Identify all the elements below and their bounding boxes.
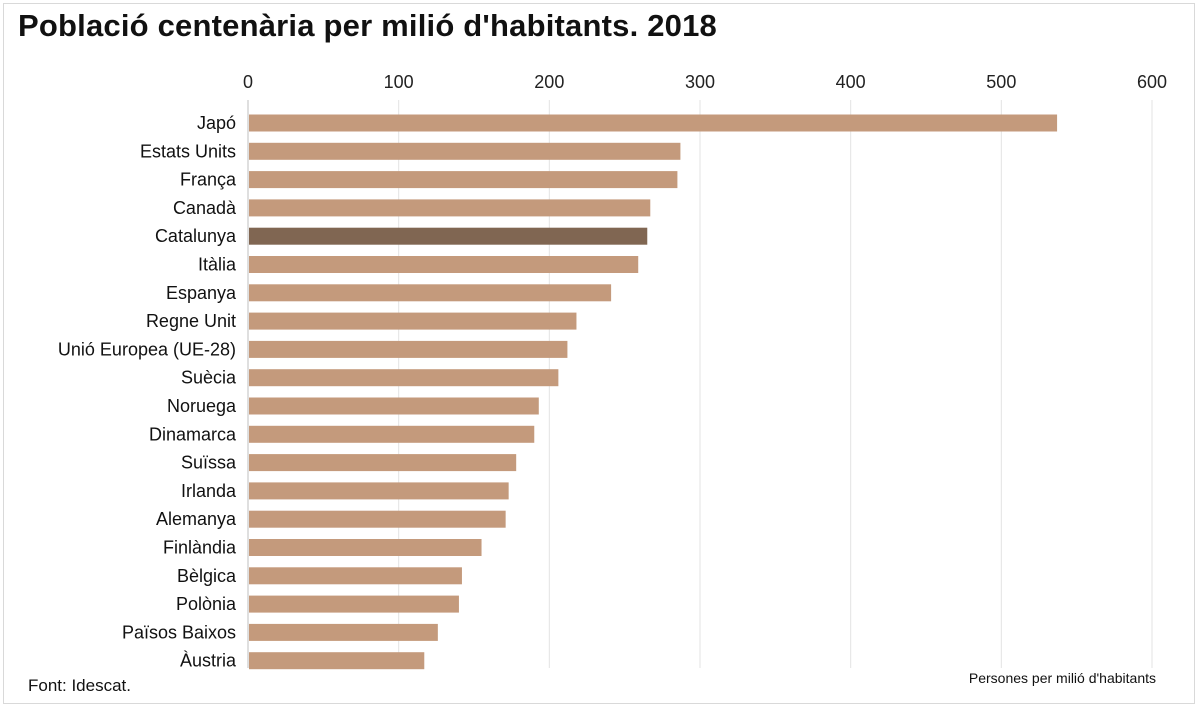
category-label: Canadà [173,198,237,218]
category-label: Estats Units [140,141,236,161]
x-tick-label: 200 [534,72,564,92]
category-label: Països Baixos [122,622,236,642]
bar-8 [249,340,568,358]
source-note: Font: Idescat. [28,676,131,695]
chart-title: Població centenària per milió d'habitant… [18,8,717,43]
category-label: Bèlgica [177,566,237,586]
bar-6 [249,284,612,302]
category-label: Suècia [181,368,237,388]
x-tick-label: 0 [243,72,253,92]
bar-10 [249,397,539,415]
bar-11 [249,425,535,443]
bar-14 [249,510,506,528]
category-label: Unió Europea (UE-28) [58,339,236,359]
category-label: Japó [197,113,236,133]
x-tick-label: 100 [384,72,414,92]
x-tick-label: 500 [986,72,1016,92]
bar-1 [249,142,681,160]
category-label: Itàlia [198,255,237,275]
bar-9 [249,369,559,387]
bar-19 [249,652,425,670]
bar-3 [249,199,651,217]
bar-17 [249,595,459,613]
x-tick-label: 600 [1137,72,1167,92]
category-label: Catalunya [155,226,237,246]
bar-0 [249,114,1058,132]
category-label: Finlàndia [163,538,237,558]
bar-4 [249,227,648,245]
category-label: Àustria [180,651,237,671]
category-label: Dinamarca [149,424,237,444]
category-label: Espanya [166,283,237,303]
category-label: Polònia [176,594,237,614]
category-label: Alemanya [156,509,237,529]
category-label: França [180,170,237,190]
x-tick-label: 300 [685,72,715,92]
category-label: Irlanda [181,481,237,501]
bar-7 [249,312,577,330]
bar-5 [249,256,639,273]
bar-12 [249,454,517,472]
bar-18 [249,623,438,641]
bar-16 [249,567,462,585]
x-tick-label: 400 [836,72,866,92]
category-label: Noruega [167,396,237,416]
chart-frame [3,3,1195,704]
bar-13 [249,482,509,500]
category-label: Suïssa [181,453,237,473]
bar-15 [249,539,482,556]
bar-2 [249,171,678,189]
x-axis-label: Persones per milió d'habitants [969,670,1156,686]
category-label: Regne Unit [146,311,236,331]
